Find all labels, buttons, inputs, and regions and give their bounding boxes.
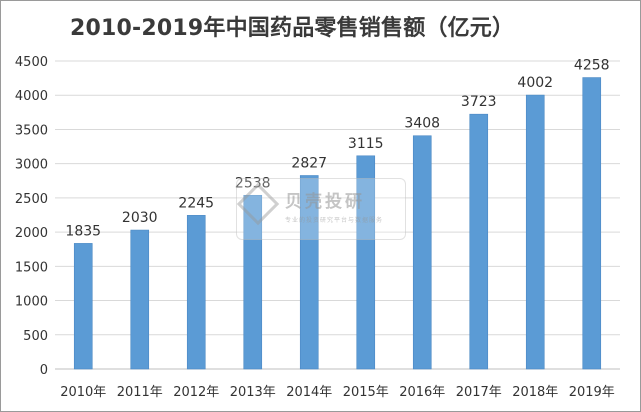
bar <box>243 194 263 370</box>
bar <box>412 135 432 370</box>
bar <box>299 175 319 370</box>
bar <box>525 94 545 370</box>
y-tick-label: 4000 <box>15 89 48 104</box>
y-tick-label: 500 <box>23 329 48 344</box>
bars <box>73 77 602 370</box>
x-tick-label: 2011年 <box>117 385 163 400</box>
y-tick-label: 3500 <box>15 123 48 138</box>
y-tick-label: 2500 <box>15 192 48 207</box>
y-tick-label: 1000 <box>15 295 48 310</box>
x-tick-label: 2014年 <box>286 385 332 400</box>
y-tick-label: 3000 <box>15 158 48 173</box>
data-label: 2030 <box>122 210 158 226</box>
chart-title: 2010-2019年中国药品零售销售额（亿元） <box>70 16 515 41</box>
data-label: 2538 <box>235 175 271 191</box>
x-tick-label: 2015年 <box>343 385 389 400</box>
x-tick-label: 2019年 <box>569 385 615 400</box>
y-tick-label: 2000 <box>15 226 48 241</box>
data-labels: 1835 2030 2245 2538 2827 3115 3408 3723 4002 4258 <box>65 58 609 240</box>
y-tick-label: 1500 <box>15 260 48 275</box>
watermark-name: 贝壳投研 <box>285 192 365 212</box>
bar <box>186 215 206 370</box>
data-label: 3723 <box>461 94 497 110</box>
data-label: 3408 <box>404 116 440 132</box>
y-axis-tick-labels: 0 500 1000 1500 2000 2500 3000 3500 4000 4500 <box>15 55 48 378</box>
data-label: 1835 <box>65 223 101 239</box>
data-label: 4002 <box>517 75 553 91</box>
bar <box>356 155 376 370</box>
bar <box>130 229 150 370</box>
watermark-shell-icon <box>236 182 280 226</box>
x-tick-label: 2018年 <box>512 385 558 400</box>
x-tick-label: 2010年 <box>60 385 106 400</box>
bar <box>73 243 93 370</box>
data-label: 3115 <box>348 136 384 152</box>
bar <box>582 77 602 370</box>
data-label: 4258 <box>574 58 610 74</box>
gridlines <box>55 60 620 370</box>
x-tick-label: 2017年 <box>456 385 502 400</box>
data-label: 2245 <box>178 195 214 211</box>
y-tick-label: 4500 <box>15 55 48 70</box>
watermark-logo: 贝壳投研 专业的投资研究平台与数据服务 <box>236 178 406 240</box>
x-tick-label: 2016年 <box>399 385 445 400</box>
data-label: 2827 <box>291 156 327 172</box>
x-tick-label: 2013年 <box>230 385 276 400</box>
watermark-tagline: 专业的投资研究平台与数据服务 <box>285 217 384 224</box>
y-tick-label: 0 <box>40 363 48 378</box>
x-axis-tick-labels: 2010年 2011年 2012年 2013年 2014年 2015年 2016年 2017年… <box>60 385 615 400</box>
bar <box>469 113 489 370</box>
x-tick-label: 2012年 <box>173 385 219 400</box>
